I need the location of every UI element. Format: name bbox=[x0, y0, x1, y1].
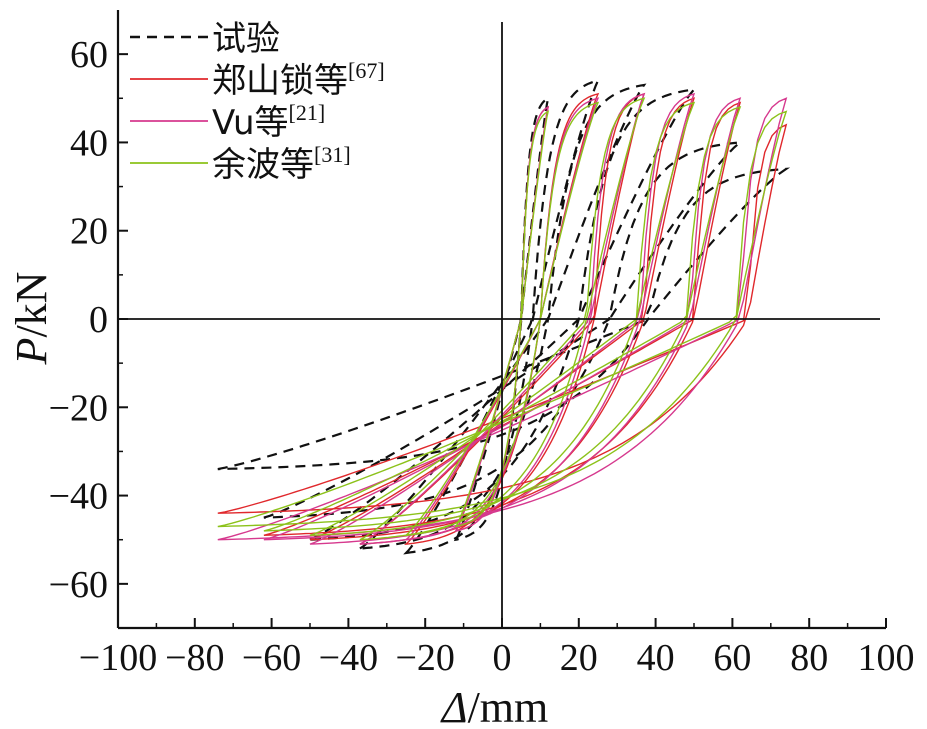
loop-1-5 bbox=[263, 140, 744, 519]
x-tick-label: −100 bbox=[79, 637, 157, 679]
x-tick-label: −80 bbox=[165, 637, 224, 679]
loop-1-6 bbox=[217, 167, 791, 471]
ticks: −100 −80 −60 −40 −20 0 20 40 60 80 100 −60 −40 −20 0 20… bbox=[49, 34, 915, 679]
x-tick-label: 40 bbox=[637, 637, 675, 679]
y-tick-label: −60 bbox=[49, 564, 108, 606]
x-tick-label: 100 bbox=[858, 637, 915, 679]
y-axis-label: P/kN bbox=[7, 272, 56, 366]
x-tick-label: 80 bbox=[790, 637, 828, 679]
loop-2-5 bbox=[263, 101, 742, 536]
curve-area bbox=[217, 78, 791, 555]
x-axis-label: Δ/mm bbox=[440, 683, 549, 729]
y-tick-label: 0 bbox=[89, 299, 108, 341]
loop-3-3 bbox=[359, 92, 646, 545]
y-tick-label: 60 bbox=[70, 34, 108, 76]
series-4 bbox=[217, 97, 788, 541]
loop-1-3 bbox=[355, 83, 647, 550]
loop-4-6 bbox=[217, 110, 788, 528]
loop-1-4 bbox=[309, 88, 697, 541]
y-tick-label: −40 bbox=[49, 476, 108, 518]
y-tick-label: 20 bbox=[70, 211, 108, 253]
loop-3-5 bbox=[263, 97, 742, 541]
legend-entry-3: Vu等[21] bbox=[212, 100, 325, 143]
loop-4-5 bbox=[263, 106, 742, 532]
loop-4-3 bbox=[359, 97, 646, 541]
legend-entry-1: 试验 bbox=[212, 19, 280, 59]
loop-2-4 bbox=[309, 97, 696, 541]
x-tick-label: 0 bbox=[493, 637, 512, 679]
legend-entry-2: 郑山锁等[67] bbox=[212, 58, 385, 101]
loop-4-4 bbox=[309, 101, 696, 536]
legend-entry-4: 余波等[31] bbox=[212, 142, 351, 185]
loop-3-1 bbox=[454, 105, 550, 532]
x-tick-label: −20 bbox=[395, 637, 454, 679]
series-3 bbox=[217, 92, 788, 545]
x-tick-label: −40 bbox=[319, 637, 378, 679]
x-tick-label: −60 bbox=[242, 637, 301, 679]
x-tick-label: 20 bbox=[560, 637, 598, 679]
x-tick-label: 60 bbox=[713, 637, 751, 679]
y-tick-label: −20 bbox=[49, 387, 108, 429]
y-tick-label: 40 bbox=[70, 122, 108, 164]
